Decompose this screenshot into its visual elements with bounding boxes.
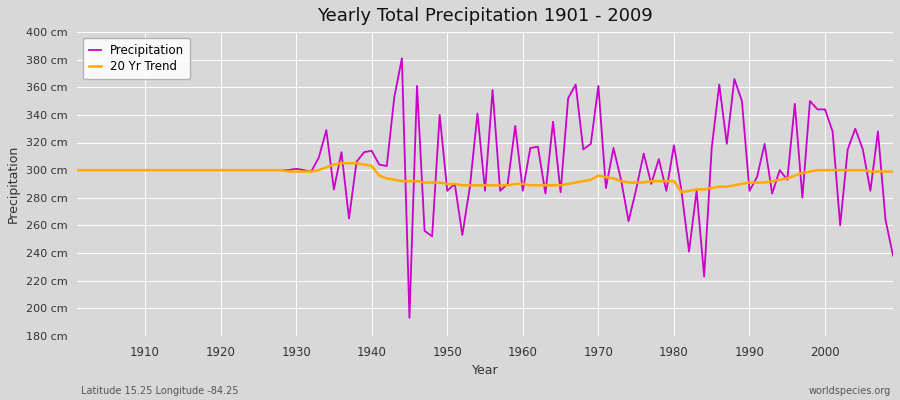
Precipitation — [525, 146, 535, 150]
20 Yr Trend — [72, 168, 83, 172]
Precipitation — [298, 168, 309, 172]
20 Yr Trend — [351, 161, 362, 166]
Precipitation — [887, 253, 898, 258]
20 Yr Trend — [518, 182, 528, 186]
Title: Yearly Total Precipitation 1901 - 2009: Yearly Total Precipitation 1901 - 2009 — [317, 7, 652, 25]
Precipitation — [397, 56, 408, 61]
Precipitation — [623, 219, 634, 224]
20 Yr Trend — [298, 169, 309, 174]
Precipitation — [72, 168, 83, 172]
Text: Latitude 15.25 Longitude -84.25: Latitude 15.25 Longitude -84.25 — [81, 386, 239, 396]
Precipitation — [533, 144, 544, 149]
Text: worldspecies.org: worldspecies.org — [809, 386, 891, 396]
20 Yr Trend — [132, 168, 143, 172]
Line: 20 Yr Trend: 20 Yr Trend — [77, 163, 893, 192]
Precipitation — [132, 168, 143, 172]
Y-axis label: Precipitation: Precipitation — [7, 145, 20, 223]
20 Yr Trend — [336, 161, 346, 166]
Legend: Precipitation, 20 Yr Trend: Precipitation, 20 Yr Trend — [83, 38, 190, 79]
20 Yr Trend — [887, 169, 898, 174]
Precipitation — [404, 316, 415, 320]
20 Yr Trend — [676, 190, 687, 194]
Line: Precipitation: Precipitation — [77, 58, 893, 318]
X-axis label: Year: Year — [472, 364, 499, 377]
20 Yr Trend — [616, 179, 626, 184]
Precipitation — [344, 216, 355, 221]
20 Yr Trend — [525, 183, 535, 188]
